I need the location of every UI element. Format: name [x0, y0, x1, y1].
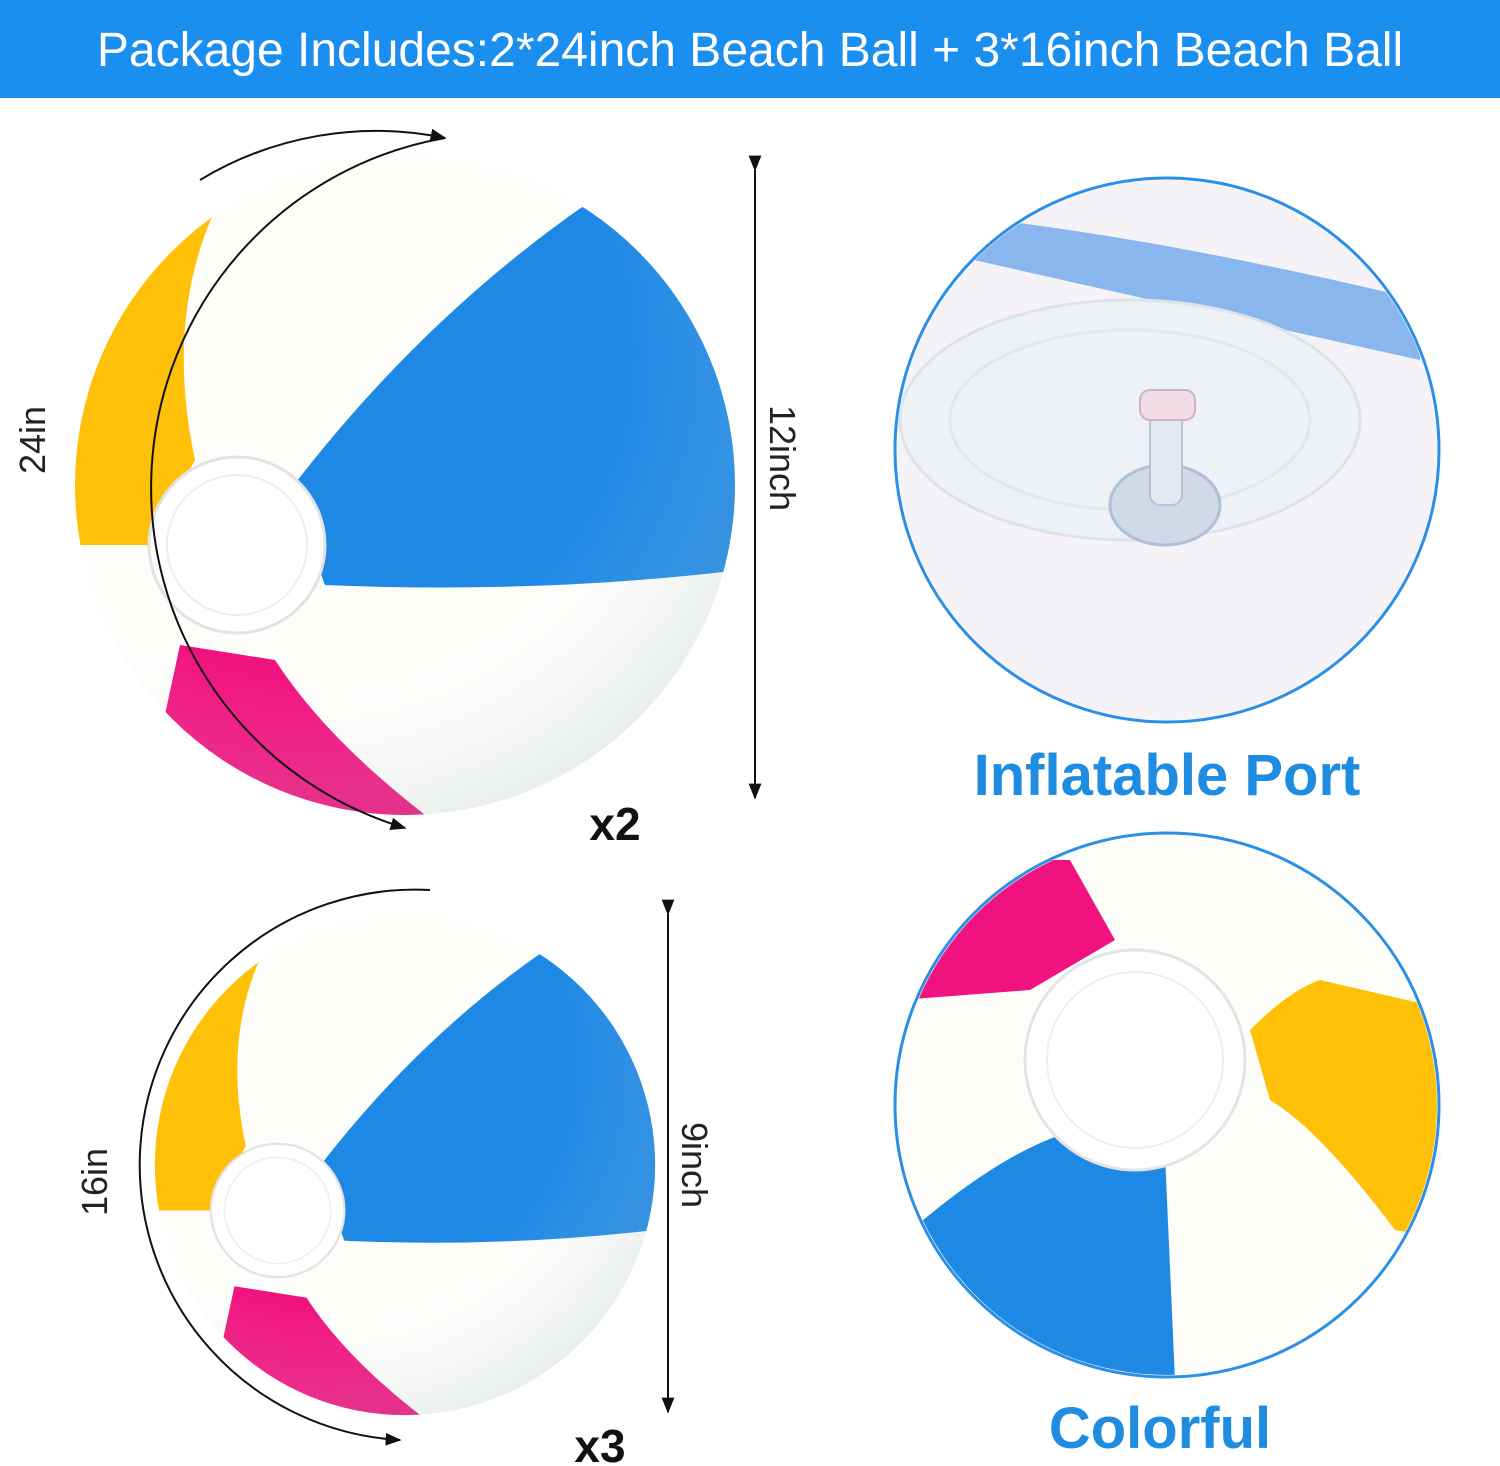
small-ball — [128, 903, 689, 1434]
circumference-arc — [150, 137, 446, 831]
header-bar — [0, 0, 1500, 98]
circumference-label: 16in — [74, 1148, 115, 1216]
feature-label: Inflatable Port — [974, 743, 1361, 808]
color-circle — [893, 831, 1441, 1379]
feature-label: Colorful — [1049, 1396, 1271, 1461]
height-label: 9inch — [674, 1122, 715, 1208]
circumference-arc-top — [199, 128, 447, 181]
port-circle — [893, 176, 1441, 724]
circumference-arc — [138, 888, 431, 1446]
circumference-label: 24in — [12, 406, 53, 474]
quantity-label: x3 — [574, 1420, 625, 1466]
quantity-label: x2 — [589, 798, 640, 850]
height-label: 12inch — [762, 405, 803, 511]
port-closeup — [897, 180, 1437, 720]
header-title: Package Includes:2*24inch Beach Ball + 3… — [97, 24, 1403, 77]
